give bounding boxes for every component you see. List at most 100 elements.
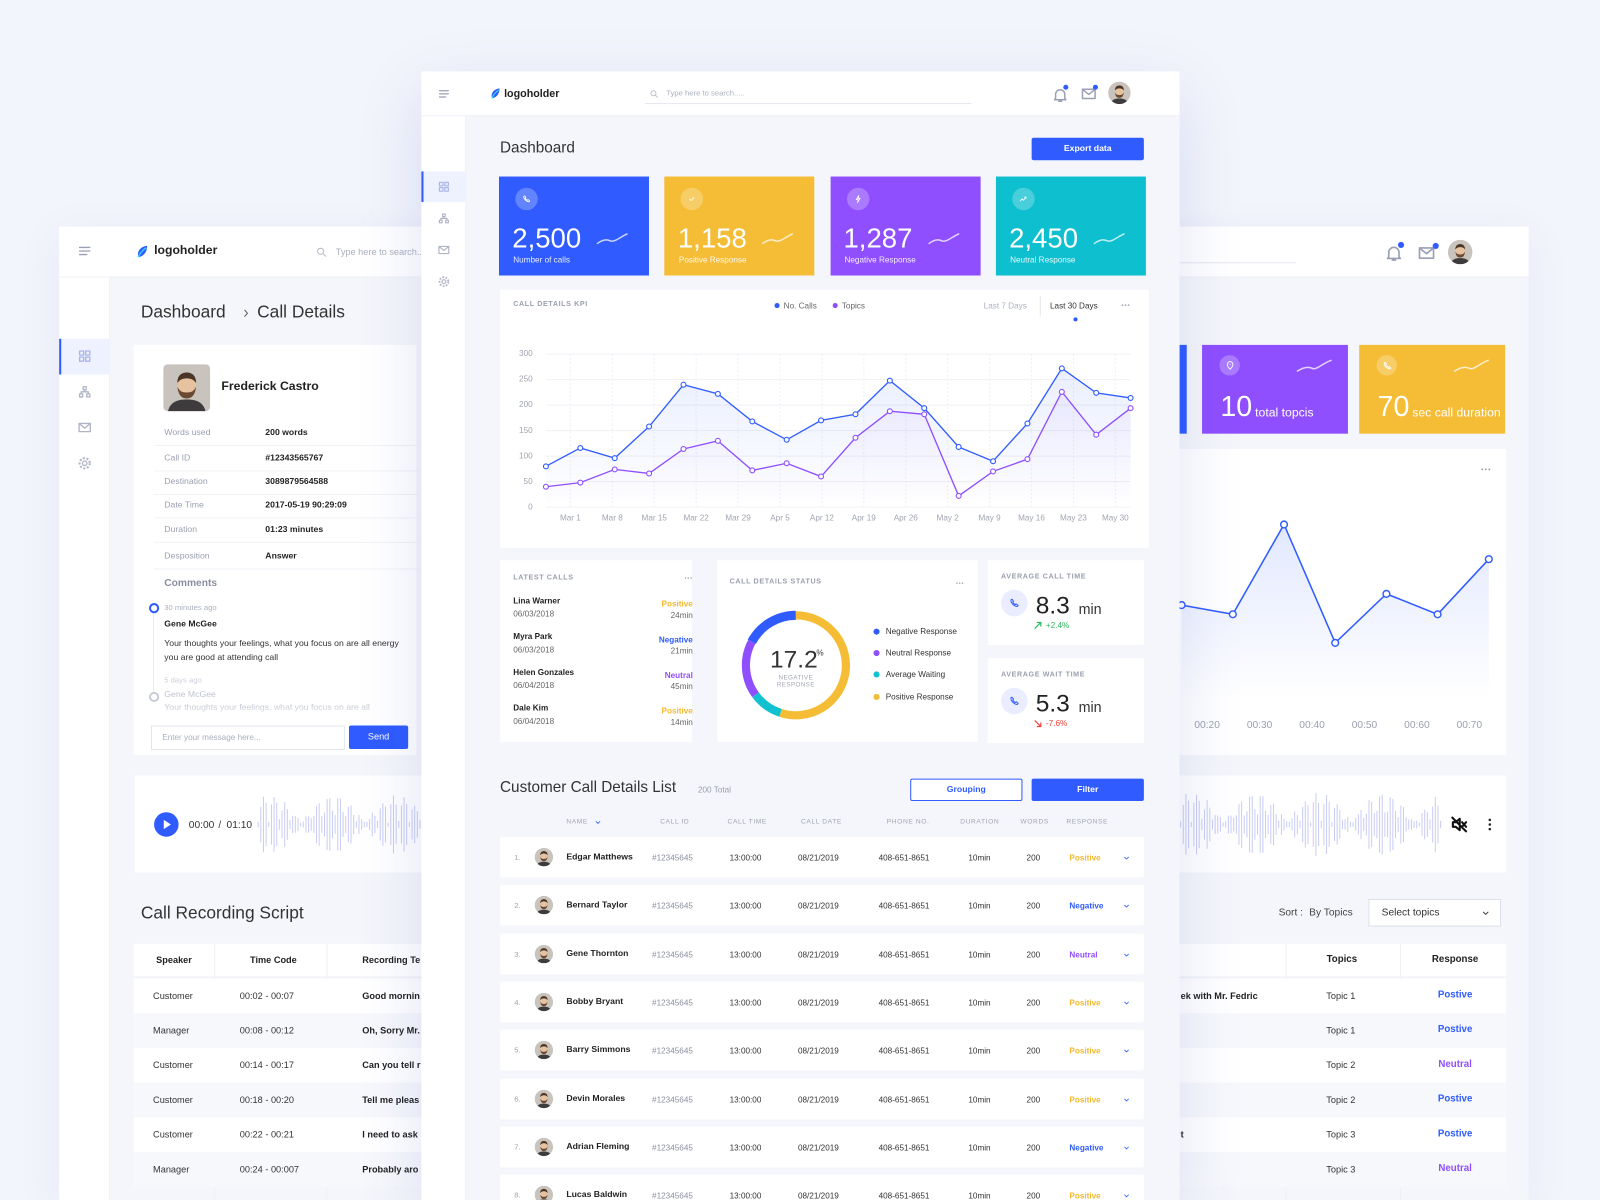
message-placeholder: Enter your message here... xyxy=(162,733,261,743)
export-label[interactable]: Export data xyxy=(1063,142,1112,154)
select-box[interactable] xyxy=(1368,898,1502,927)
profile-name: Frederick Castro xyxy=(221,378,319,393)
logo: logoholder xyxy=(154,242,218,258)
response: Positive xyxy=(1069,853,1101,863)
search-icon xyxy=(317,247,327,257)
avatar-beard xyxy=(540,856,548,862)
filter-button[interactable] xyxy=(1031,778,1144,802)
grid-icon xyxy=(78,350,91,362)
mail-icon xyxy=(78,422,91,433)
legend-label: Neutral Response xyxy=(885,648,952,658)
dot xyxy=(686,576,689,579)
notification-dot xyxy=(1397,241,1405,248)
grouping-label[interactable]: Grouping xyxy=(946,783,986,794)
line xyxy=(545,390,1132,497)
sparkline-path xyxy=(596,233,628,245)
point xyxy=(852,434,859,441)
timeline-dot xyxy=(148,603,160,614)
dot xyxy=(958,581,960,584)
pin-icon xyxy=(1226,360,1233,370)
speaker: Customer xyxy=(153,1129,193,1140)
average-unit: min xyxy=(1078,600,1102,618)
chev-shape xyxy=(1124,905,1129,908)
y-tick-label: 50 xyxy=(524,477,534,486)
export-button[interactable] xyxy=(1031,137,1144,161)
donut-segment xyxy=(741,639,759,698)
field-value: 3089879564588 xyxy=(265,475,329,486)
field-value: 01:23 minutes xyxy=(265,523,324,534)
caller-name: Barry Simmons xyxy=(566,1044,631,1055)
sparkline-path xyxy=(927,233,960,245)
call-duration: 14min xyxy=(670,717,693,727)
cell: 408-651-8651 xyxy=(878,901,930,911)
timeline-line xyxy=(153,613,155,693)
chev-icon xyxy=(1124,856,1129,860)
column-header: Recording Te xyxy=(362,954,421,966)
send-label[interactable]: Send xyxy=(367,731,390,742)
avatar-image xyxy=(1447,239,1473,265)
tile-icon-bg xyxy=(1219,355,1240,376)
cell: 200 xyxy=(1026,853,1041,863)
grouping-button[interactable] xyxy=(910,778,1023,802)
script-row xyxy=(133,1117,461,1153)
breadcrumb: Dashboard xyxy=(140,302,226,322)
mail-shape xyxy=(1081,88,1096,100)
row-index: 8. xyxy=(514,1190,521,1200)
cell: #12345645 xyxy=(652,901,693,911)
point xyxy=(783,460,790,467)
check-shape xyxy=(689,196,695,201)
list-row xyxy=(499,1174,1144,1200)
dot xyxy=(1488,468,1491,471)
kpi-tile xyxy=(1202,344,1348,434)
kpi-tile xyxy=(498,176,649,276)
topics-header xyxy=(1163,943,1507,978)
point xyxy=(680,381,687,388)
avatar-hair xyxy=(540,1140,548,1145)
gear-shape xyxy=(78,457,91,470)
mail-icon xyxy=(1081,88,1096,100)
legend-dot xyxy=(873,693,880,700)
script-row xyxy=(133,1082,461,1118)
center-unit: % xyxy=(816,648,824,658)
cell: 13:00:00 xyxy=(729,1143,762,1153)
phone-shape xyxy=(1010,598,1019,608)
grid-shape xyxy=(78,350,91,362)
select-label[interactable]: Select topics xyxy=(1381,907,1440,919)
avatar-hair xyxy=(1455,244,1466,250)
icon-bg xyxy=(1001,589,1028,617)
card-title: LATEST CALLS xyxy=(513,574,574,582)
chev-shape xyxy=(595,821,601,824)
row-divider xyxy=(154,444,420,446)
y-tick-label: 300 xyxy=(519,349,533,358)
call-date: 06/04/2018 xyxy=(513,681,555,691)
avatar xyxy=(1108,81,1131,105)
point xyxy=(783,436,790,443)
cell: 200 xyxy=(1026,1094,1041,1104)
chev-icon xyxy=(1124,1098,1129,1101)
row-index: 3. xyxy=(514,949,521,959)
field-label: Destination xyxy=(164,475,208,486)
avatar-beard xyxy=(540,1049,548,1055)
x-tick-label: Mar 22 xyxy=(683,514,709,523)
time-code: 00:22 - 00:21 xyxy=(239,1129,294,1140)
call-date: 06/03/2018 xyxy=(513,645,555,655)
message-input[interactable] xyxy=(151,725,345,750)
recording-text: Can you tell r xyxy=(362,1060,421,1071)
point xyxy=(852,411,859,418)
filter-label[interactable]: Filter xyxy=(1077,783,1099,794)
range-option[interactable]: Last 7 Days xyxy=(983,301,1027,311)
cell: 408-651-8651 xyxy=(878,949,930,960)
cell: 08/21/2019 xyxy=(797,949,839,960)
x-tick-label: 00:30 xyxy=(1247,720,1273,731)
call-date: 06/04/2018 xyxy=(513,716,555,726)
average-value: 8.3 xyxy=(1035,592,1070,620)
send-button[interactable] xyxy=(348,725,409,749)
column-header: Time Code xyxy=(249,954,297,966)
icon-bg xyxy=(1001,687,1028,715)
column-header: RESPONSE xyxy=(1066,818,1109,826)
avatar-body xyxy=(536,958,552,963)
range-option[interactable]: Last 30 Days xyxy=(1049,301,1098,311)
chart-icon xyxy=(438,213,449,224)
cell: 13:00:00 xyxy=(729,901,762,911)
